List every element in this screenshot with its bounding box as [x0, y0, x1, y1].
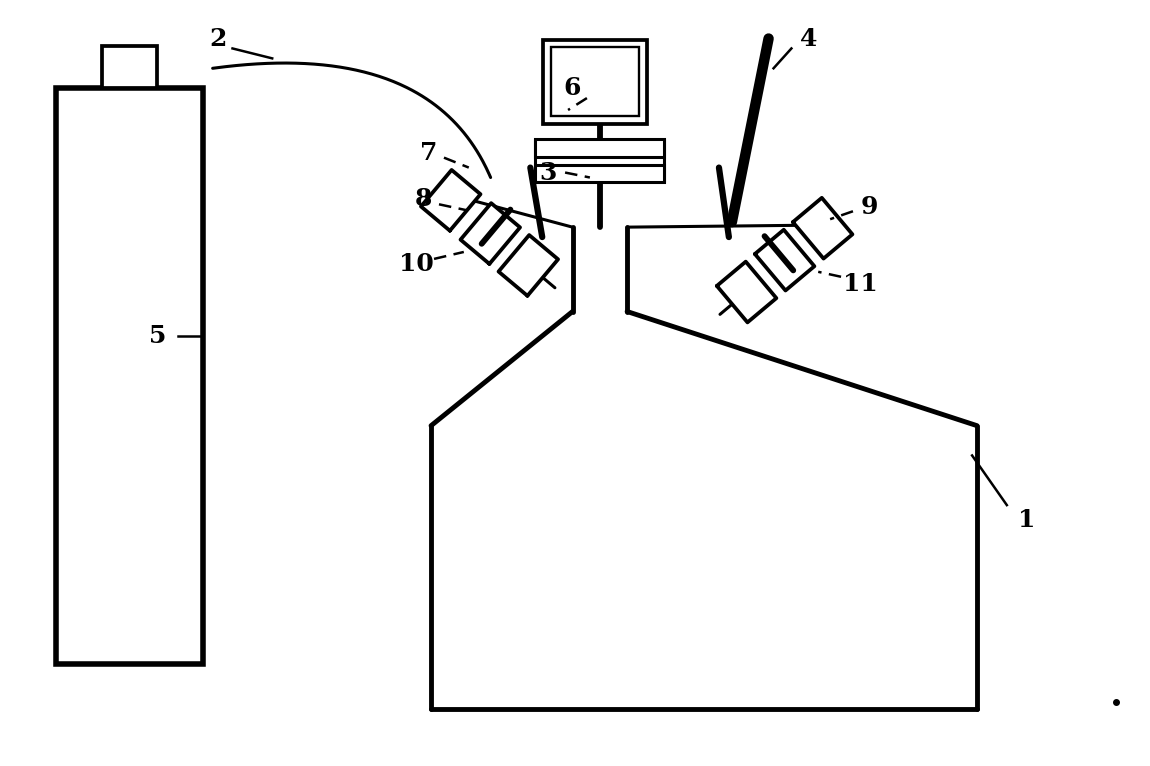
Polygon shape — [792, 198, 852, 259]
Text: 9: 9 — [861, 195, 879, 219]
Text: 11: 11 — [843, 272, 877, 296]
Text: 5: 5 — [150, 324, 167, 349]
Bar — [102, 47, 156, 88]
Bar — [535, 139, 665, 157]
Bar — [56, 88, 202, 664]
Polygon shape — [421, 170, 481, 231]
Text: 8: 8 — [414, 188, 431, 211]
Polygon shape — [460, 203, 520, 264]
Polygon shape — [716, 262, 776, 322]
Polygon shape — [499, 235, 558, 296]
Text: 2: 2 — [209, 27, 227, 51]
Text: 10: 10 — [399, 252, 434, 276]
Text: 3: 3 — [539, 161, 557, 185]
Bar — [543, 40, 647, 124]
Text: 7: 7 — [421, 141, 438, 165]
Bar — [535, 165, 665, 182]
Text: 4: 4 — [799, 27, 816, 51]
Text: 6: 6 — [564, 76, 581, 100]
Polygon shape — [754, 230, 814, 290]
Bar — [551, 47, 639, 116]
Text: 1: 1 — [1018, 508, 1035, 532]
